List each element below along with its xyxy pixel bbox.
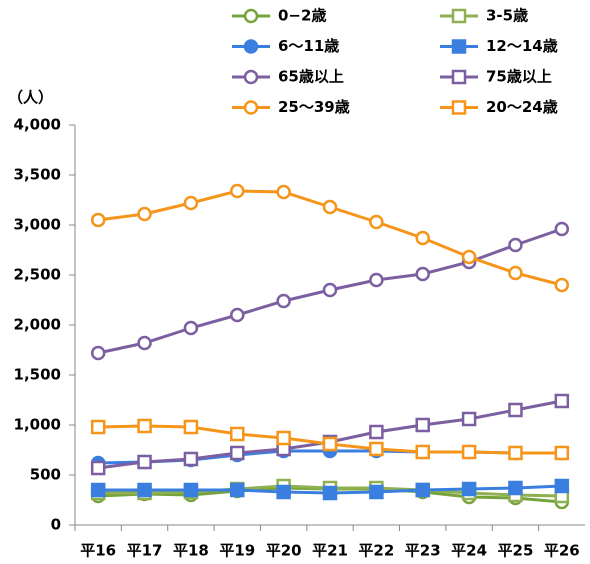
marker bbox=[183, 195, 199, 211]
marker bbox=[554, 393, 570, 409]
marker bbox=[508, 445, 523, 461]
marker bbox=[461, 481, 477, 497]
marker bbox=[322, 485, 338, 501]
marker bbox=[508, 237, 523, 253]
y-tick-label: 2,000 bbox=[14, 316, 61, 334]
legend-marker bbox=[451, 39, 467, 54]
marker bbox=[90, 345, 106, 361]
marker bbox=[554, 221, 570, 237]
marker bbox=[461, 444, 477, 460]
x-tick-label: 平25 bbox=[498, 542, 534, 560]
marker bbox=[322, 282, 338, 298]
legend-marker bbox=[243, 8, 259, 24]
marker bbox=[322, 436, 338, 452]
legend-label: 0−2歳 bbox=[278, 7, 326, 25]
marker bbox=[508, 265, 523, 281]
marker bbox=[183, 482, 199, 498]
legend-label: 6～11歳 bbox=[278, 37, 339, 55]
marker bbox=[90, 460, 106, 476]
marker bbox=[183, 451, 199, 467]
marker bbox=[369, 424, 384, 440]
legend-label: 20～24歳 bbox=[486, 98, 558, 116]
legend-label: 65歳以上 bbox=[278, 68, 344, 86]
marker bbox=[90, 419, 106, 435]
x-tick-label: 平17 bbox=[127, 542, 163, 560]
x-tick-label: 平16 bbox=[80, 542, 116, 560]
y-tick-label: 1,000 bbox=[14, 416, 61, 434]
marker bbox=[508, 480, 523, 496]
y-tick-label: 3,500 bbox=[14, 166, 61, 184]
marker bbox=[554, 478, 570, 494]
marker bbox=[415, 482, 430, 498]
x-tick-label: 平20 bbox=[266, 542, 302, 560]
marker bbox=[230, 482, 245, 498]
x-tick-label: 平24 bbox=[451, 542, 487, 560]
legend-marker bbox=[451, 100, 467, 115]
marker bbox=[137, 454, 152, 470]
marker bbox=[183, 320, 199, 336]
marker bbox=[137, 335, 152, 351]
marker bbox=[415, 230, 430, 246]
marker bbox=[322, 199, 338, 215]
marker bbox=[276, 293, 291, 309]
marker bbox=[230, 183, 245, 199]
y-tick-label: 3,000 bbox=[14, 216, 61, 234]
marker bbox=[90, 482, 106, 498]
marker bbox=[461, 249, 477, 265]
y-tick-label: 500 bbox=[30, 466, 61, 484]
marker bbox=[137, 418, 152, 434]
legend-marker bbox=[451, 69, 467, 85]
marker bbox=[369, 214, 384, 230]
y-axis-label: （人） bbox=[8, 89, 53, 107]
legend-label: 3-5歳 bbox=[486, 7, 528, 25]
marker bbox=[276, 484, 291, 500]
marker bbox=[415, 417, 430, 433]
marker bbox=[415, 444, 430, 460]
marker bbox=[369, 441, 384, 457]
y-tick-label: 1,500 bbox=[14, 366, 61, 384]
marker bbox=[554, 445, 570, 461]
marker bbox=[369, 272, 384, 288]
marker bbox=[461, 411, 477, 427]
legend-label: 25～39歳 bbox=[278, 98, 350, 116]
legend-marker bbox=[451, 8, 467, 24]
marker bbox=[90, 212, 106, 228]
marker bbox=[276, 430, 291, 446]
legend-marker bbox=[243, 100, 259, 115]
marker bbox=[230, 307, 245, 323]
legend-marker bbox=[243, 39, 259, 54]
legend-label: 75歳以上 bbox=[486, 68, 552, 86]
legend-marker bbox=[243, 69, 259, 85]
marker bbox=[415, 266, 430, 282]
marker bbox=[183, 419, 199, 435]
marker bbox=[137, 482, 152, 498]
marker bbox=[137, 206, 152, 222]
x-tick-label: 平18 bbox=[173, 542, 209, 560]
y-tick-label: 2,500 bbox=[14, 266, 61, 284]
marker bbox=[554, 277, 570, 293]
y-tick-label: 4,000 bbox=[14, 116, 61, 134]
marker bbox=[230, 445, 245, 461]
marker bbox=[276, 184, 291, 200]
x-tick-label: 平21 bbox=[312, 542, 348, 560]
marker bbox=[230, 426, 245, 442]
x-tick-label: 平22 bbox=[358, 542, 394, 560]
x-tick-label: 平23 bbox=[405, 542, 441, 560]
x-tick-label: 平19 bbox=[219, 542, 255, 560]
marker bbox=[369, 484, 384, 500]
x-tick-label: 平26 bbox=[544, 542, 580, 560]
legend-label: 12～14歳 bbox=[486, 37, 558, 55]
y-tick-label: 0 bbox=[51, 516, 61, 534]
marker bbox=[508, 402, 523, 418]
